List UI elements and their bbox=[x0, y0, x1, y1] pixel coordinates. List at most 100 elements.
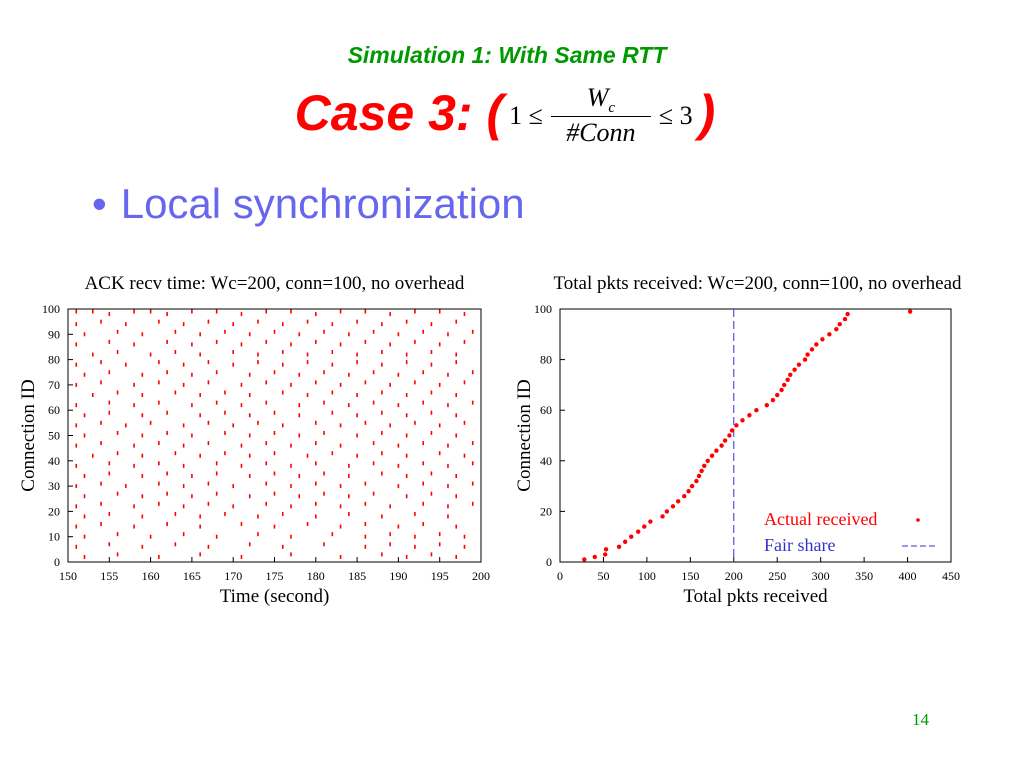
ack-point bbox=[414, 339, 416, 344]
received-point bbox=[686, 488, 691, 494]
ack-point bbox=[248, 393, 251, 398]
ack-point bbox=[315, 501, 317, 506]
ack-point bbox=[232, 322, 234, 327]
ack-point bbox=[174, 511, 177, 516]
ack-point bbox=[232, 484, 234, 489]
received-point bbox=[754, 408, 759, 413]
received-point bbox=[660, 514, 665, 519]
ack-point bbox=[315, 441, 317, 446]
ack-point bbox=[323, 542, 325, 547]
ack-point bbox=[447, 372, 449, 377]
ack-point bbox=[100, 380, 102, 385]
received-point bbox=[740, 418, 745, 423]
x-tick-label: 450 bbox=[942, 569, 960, 583]
x-tick-label: 180 bbox=[307, 569, 325, 583]
ack-point bbox=[372, 370, 375, 375]
ack-point bbox=[199, 352, 201, 357]
x-tick-label: 150 bbox=[59, 569, 77, 583]
received-point bbox=[820, 337, 825, 342]
ack-point bbox=[389, 342, 391, 347]
received-point bbox=[792, 367, 797, 372]
ack-point bbox=[331, 362, 334, 367]
x-tick-label: 200 bbox=[725, 569, 743, 583]
ack-point bbox=[75, 484, 78, 489]
ack-point bbox=[438, 309, 441, 314]
received-point bbox=[696, 473, 702, 479]
ack-point bbox=[108, 511, 111, 516]
ack-point bbox=[248, 453, 251, 458]
ack-point bbox=[83, 534, 86, 539]
ack-point bbox=[75, 362, 78, 367]
ack-point bbox=[100, 441, 102, 446]
received-point bbox=[734, 423, 739, 428]
ack-point bbox=[273, 491, 276, 496]
ack-point bbox=[199, 332, 201, 337]
ack-point bbox=[215, 309, 218, 314]
ack-point bbox=[91, 352, 94, 357]
ack-point bbox=[158, 441, 160, 446]
ack-point bbox=[257, 352, 259, 357]
ack-point bbox=[447, 443, 449, 448]
received-point bbox=[622, 539, 628, 544]
ack-point bbox=[438, 542, 441, 547]
ack-point bbox=[133, 463, 135, 468]
ack-point bbox=[455, 319, 458, 324]
ack-point bbox=[125, 423, 127, 428]
formula-numerator: Wc bbox=[581, 83, 621, 117]
ack-point bbox=[191, 494, 193, 499]
ack-point bbox=[191, 342, 193, 347]
received-point bbox=[809, 347, 815, 352]
ack-point bbox=[447, 463, 449, 468]
received-point bbox=[722, 438, 728, 443]
fraction-bar bbox=[550, 116, 651, 118]
ack-point bbox=[339, 342, 342, 347]
ack-point bbox=[438, 532, 441, 537]
ack-point bbox=[215, 400, 218, 405]
ack-point bbox=[306, 453, 309, 458]
ack-point bbox=[191, 372, 193, 377]
chart-title: Total pkts received: Wc=200, conn=100, n… bbox=[553, 273, 962, 294]
ack-point bbox=[348, 372, 350, 377]
x-tick-label: 155 bbox=[100, 569, 118, 583]
ack-point bbox=[389, 312, 391, 317]
ack-point bbox=[389, 382, 391, 387]
ack-point bbox=[199, 413, 201, 418]
ack-point bbox=[116, 451, 119, 456]
ack-point bbox=[248, 413, 251, 418]
ack-point bbox=[389, 542, 391, 547]
ack-point bbox=[100, 522, 102, 527]
received-point bbox=[602, 552, 608, 557]
x-tick-label: 100 bbox=[638, 569, 656, 583]
ack-point bbox=[83, 494, 86, 499]
received-point bbox=[670, 504, 676, 509]
ack-point bbox=[248, 433, 251, 438]
received-point bbox=[682, 494, 687, 499]
ack-point bbox=[315, 481, 317, 486]
ack-point bbox=[348, 473, 350, 478]
ack-point bbox=[397, 443, 400, 448]
ack-point bbox=[100, 481, 102, 486]
ack-point bbox=[405, 319, 408, 324]
ack-point bbox=[455, 360, 458, 365]
ack-point bbox=[166, 491, 168, 496]
ack-point bbox=[191, 403, 193, 408]
received-point bbox=[764, 402, 769, 408]
ack-point bbox=[182, 484, 185, 489]
ack-point bbox=[455, 473, 458, 478]
ack-point bbox=[149, 534, 152, 539]
received-point bbox=[699, 468, 704, 474]
ack-point bbox=[257, 532, 259, 537]
ack-point bbox=[116, 532, 119, 537]
ack-point bbox=[364, 380, 367, 385]
ack-point bbox=[182, 382, 185, 387]
ack-point bbox=[339, 554, 342, 559]
ack-point bbox=[100, 319, 102, 324]
ack-point bbox=[447, 514, 449, 519]
ack-point bbox=[290, 342, 292, 347]
formula-right: ≤ 3 bbox=[658, 101, 693, 130]
ack-point bbox=[91, 309, 94, 314]
ack-point bbox=[381, 322, 383, 327]
ack-point bbox=[83, 473, 86, 478]
y-tick-label: 50 bbox=[48, 429, 60, 443]
